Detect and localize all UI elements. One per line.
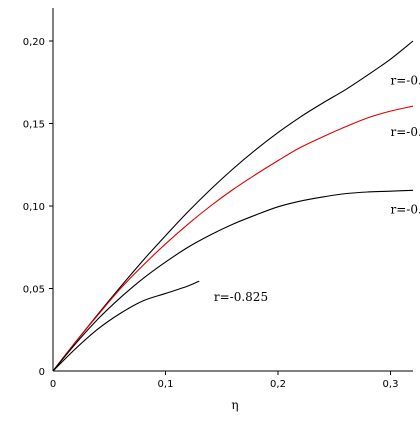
axis-ticks: 0 0,1 0,2 0,3 0 0,05 0,10 0,15 0,20: [23, 37, 399, 390]
x-axis-title: η: [231, 398, 238, 412]
x-tick-label: 0: [50, 379, 56, 390]
y-tick-label: 0,20: [23, 37, 45, 48]
chart-axes: [52, 8, 413, 372]
series-line-3: [52, 189, 414, 372]
series-line-1: [52, 40, 414, 372]
y-tick-label: 0: [39, 367, 45, 378]
x-tick-label: 0,2: [270, 379, 286, 390]
series-curves: [52, 40, 414, 372]
y-tick-label: 0,10: [23, 202, 45, 213]
series-label-4: r=-0.825: [214, 290, 268, 304]
y-tick-label: 0,05: [23, 285, 45, 296]
x-tick-label: 0,1: [158, 379, 174, 390]
series-line-2: [52, 105, 414, 372]
y-tick-label: 0,15: [23, 120, 45, 131]
series-labels: r=-0.225 r=-0.425 r=-0.625 r=-0.825: [214, 74, 420, 304]
series-label-1: r=-0.225: [391, 74, 420, 88]
x-tick-label: 0,3: [383, 379, 399, 390]
series-line-4: [52, 280, 200, 372]
series-label-2: r=-0.425: [391, 125, 420, 139]
series-label-3: r=-0.625: [391, 202, 420, 216]
